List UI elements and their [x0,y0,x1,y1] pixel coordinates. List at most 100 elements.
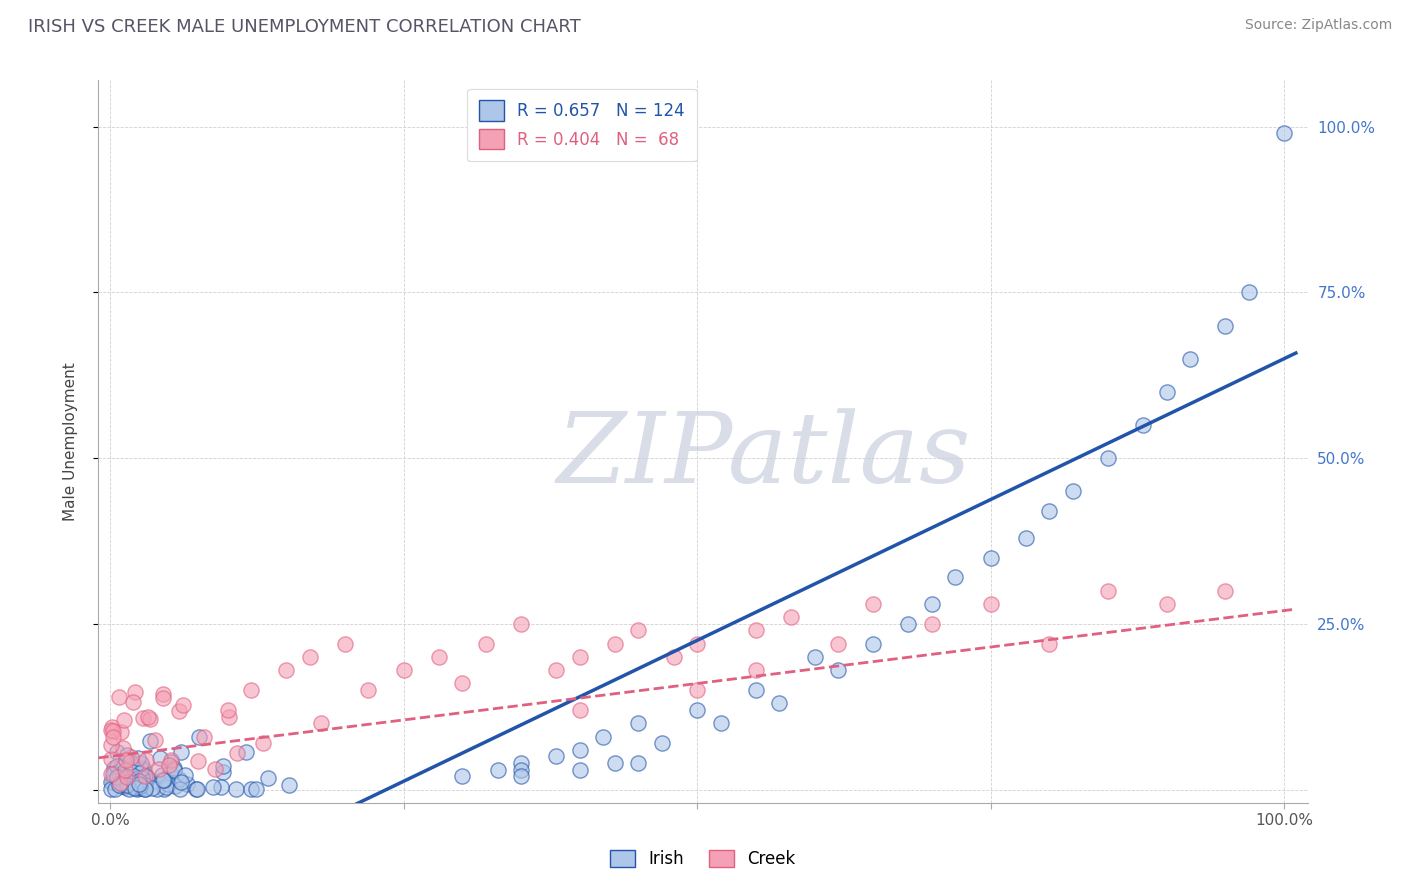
Point [128,774,150,789]
Point [111,772,134,787]
Point [103,761,125,775]
Point [150,768,173,782]
Point [745,624,768,638]
Point [108,768,131,782]
Point [152,690,174,705]
Point [121,760,143,774]
Point [159,765,181,780]
Point [1062,484,1084,499]
Point [686,683,709,698]
Point [1215,583,1237,598]
Point [141,780,163,795]
Point [112,713,135,727]
Point [117,775,139,789]
Point [139,712,162,726]
Point [105,745,128,759]
Point [100,775,122,789]
Point [152,781,174,796]
Point [157,758,180,772]
Point [980,597,1002,611]
Point [127,781,149,796]
Point [114,780,136,795]
Point [120,750,142,764]
Point [1180,351,1202,366]
Point [129,779,152,793]
Point [157,776,180,790]
Point [827,637,849,651]
Point [184,781,207,796]
Point [780,610,803,624]
Point [125,772,148,786]
Point [124,684,146,698]
Point [862,637,884,651]
Point [921,616,943,631]
Point [211,759,233,773]
Point [627,756,650,770]
Point [193,730,215,744]
Point [101,724,124,739]
Point [134,781,156,796]
Point [117,747,139,762]
Point [121,780,143,794]
Point [167,772,190,787]
Point [131,756,153,770]
Point [603,756,626,770]
Point [745,663,768,677]
Point [100,766,122,780]
Point [152,687,174,701]
Legend: Irish, Creek: Irish, Creek [603,843,803,875]
Point [568,743,591,757]
Point [276,663,298,677]
Point [100,752,122,766]
Point [152,772,174,787]
Point [101,731,124,745]
Point [201,780,224,794]
Y-axis label: Male Unemployment: Male Unemployment [63,362,77,521]
Point [110,779,132,793]
Point [170,775,193,789]
Point [278,778,301,792]
Point [121,756,143,771]
Point [475,637,498,651]
Point [108,776,131,790]
Point [546,749,568,764]
Point [921,597,943,611]
Point [101,766,124,780]
Point [122,695,145,709]
Point [187,754,209,768]
Point [136,710,159,724]
Point [225,746,247,760]
Point [603,637,626,651]
Point [108,690,131,704]
Point [114,778,136,792]
Point [1097,451,1119,466]
Point [546,663,568,677]
Point [651,736,673,750]
Point [174,768,197,782]
Point [169,781,191,796]
Point [155,780,177,795]
Point [139,733,162,747]
Point [110,725,132,739]
Point [768,697,790,711]
Point [803,650,825,665]
Point [127,780,149,794]
Point [114,763,136,777]
Point [1156,597,1178,611]
Point [510,756,533,770]
Point [427,650,450,665]
Point [212,765,235,780]
Point [627,624,650,638]
Point [101,720,124,734]
Point [124,757,146,772]
Point [160,753,183,767]
Point [111,777,134,791]
Point [235,745,257,759]
Point [118,756,141,770]
Point [225,781,247,796]
Point [127,750,149,764]
Point [662,650,685,665]
Point [686,703,709,717]
Point [115,771,138,785]
Point [245,781,267,796]
